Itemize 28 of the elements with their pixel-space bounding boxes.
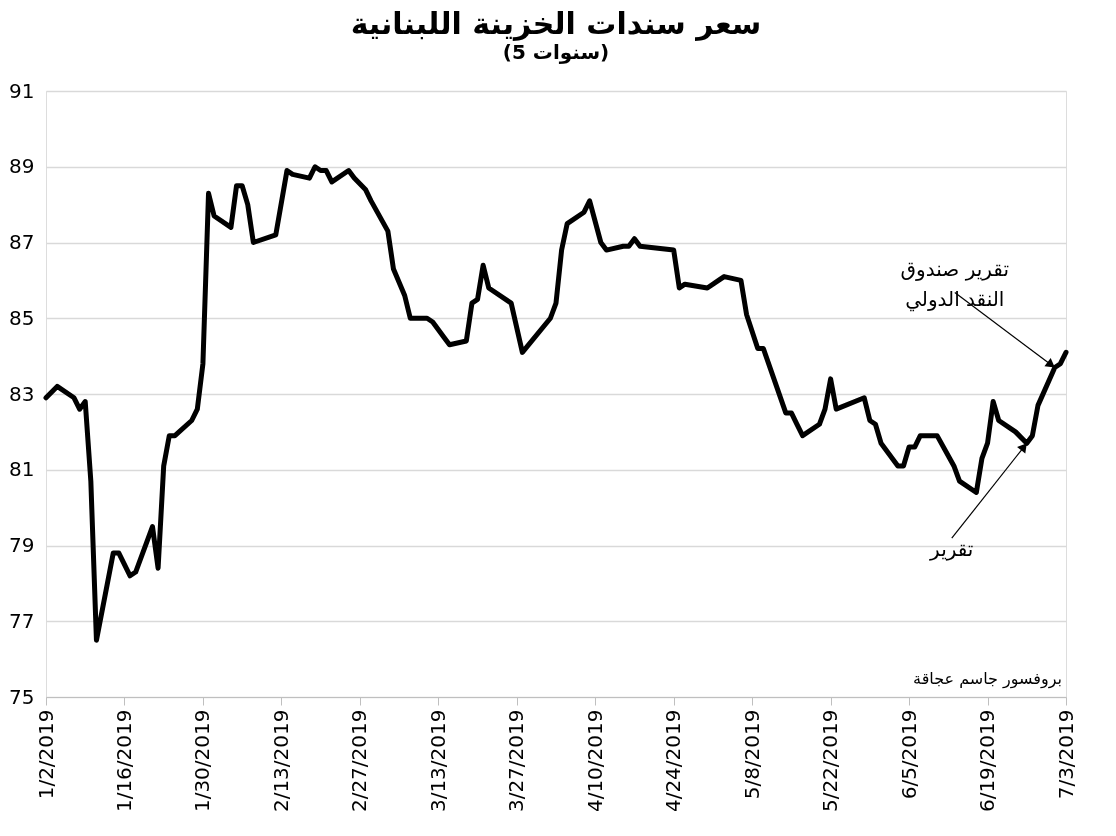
y-tick-label: 87 <box>9 230 35 254</box>
x-tick-label: 5/8/2019 <box>739 709 764 800</box>
y-tick-label: 77 <box>9 608 35 633</box>
y-tick-label: 81 <box>9 457 35 482</box>
x-tick-label: 2/27/2019 <box>347 709 372 813</box>
x-tick-label: 7/3/2019 <box>1053 709 1078 800</box>
x-tick-label: 6/19/2019 <box>975 709 1000 813</box>
annotation: بروفسور جاسم عجاقة <box>913 669 1062 689</box>
y-tick-label: 79 <box>9 533 35 557</box>
y-tick-label: 85 <box>9 305 35 330</box>
annotation: تقرير <box>929 537 974 562</box>
x-tick-label: 6/5/2019 <box>896 709 921 800</box>
y-tick-label: 75 <box>9 684 35 709</box>
chart-title: سعر سندات الخزينة اللبنانية <box>350 6 762 41</box>
y-tick-label: 89 <box>9 154 35 179</box>
x-tick-label: 1/16/2019 <box>111 709 136 813</box>
chart-subtitle: (5 سنوات) <box>502 40 610 64</box>
x-tick-label: 4/10/2019 <box>582 709 607 813</box>
x-tick-label: 5/22/2019 <box>818 709 843 813</box>
y-tick-label: 83 <box>9 381 35 406</box>
y-tick-label: 91 <box>9 78 35 103</box>
x-tick-label: 3/13/2019 <box>425 709 450 813</box>
x-tick-label: 1/2/2019 <box>33 709 58 800</box>
x-tick-label: 1/30/2019 <box>190 709 215 813</box>
annotation: تقرير صندوق النقد الدولي <box>900 257 1009 313</box>
x-tick-label: 2/13/2019 <box>268 709 293 813</box>
x-tick-label: 4/24/2019 <box>661 709 686 813</box>
x-tick-label: 3/27/2019 <box>504 709 529 813</box>
